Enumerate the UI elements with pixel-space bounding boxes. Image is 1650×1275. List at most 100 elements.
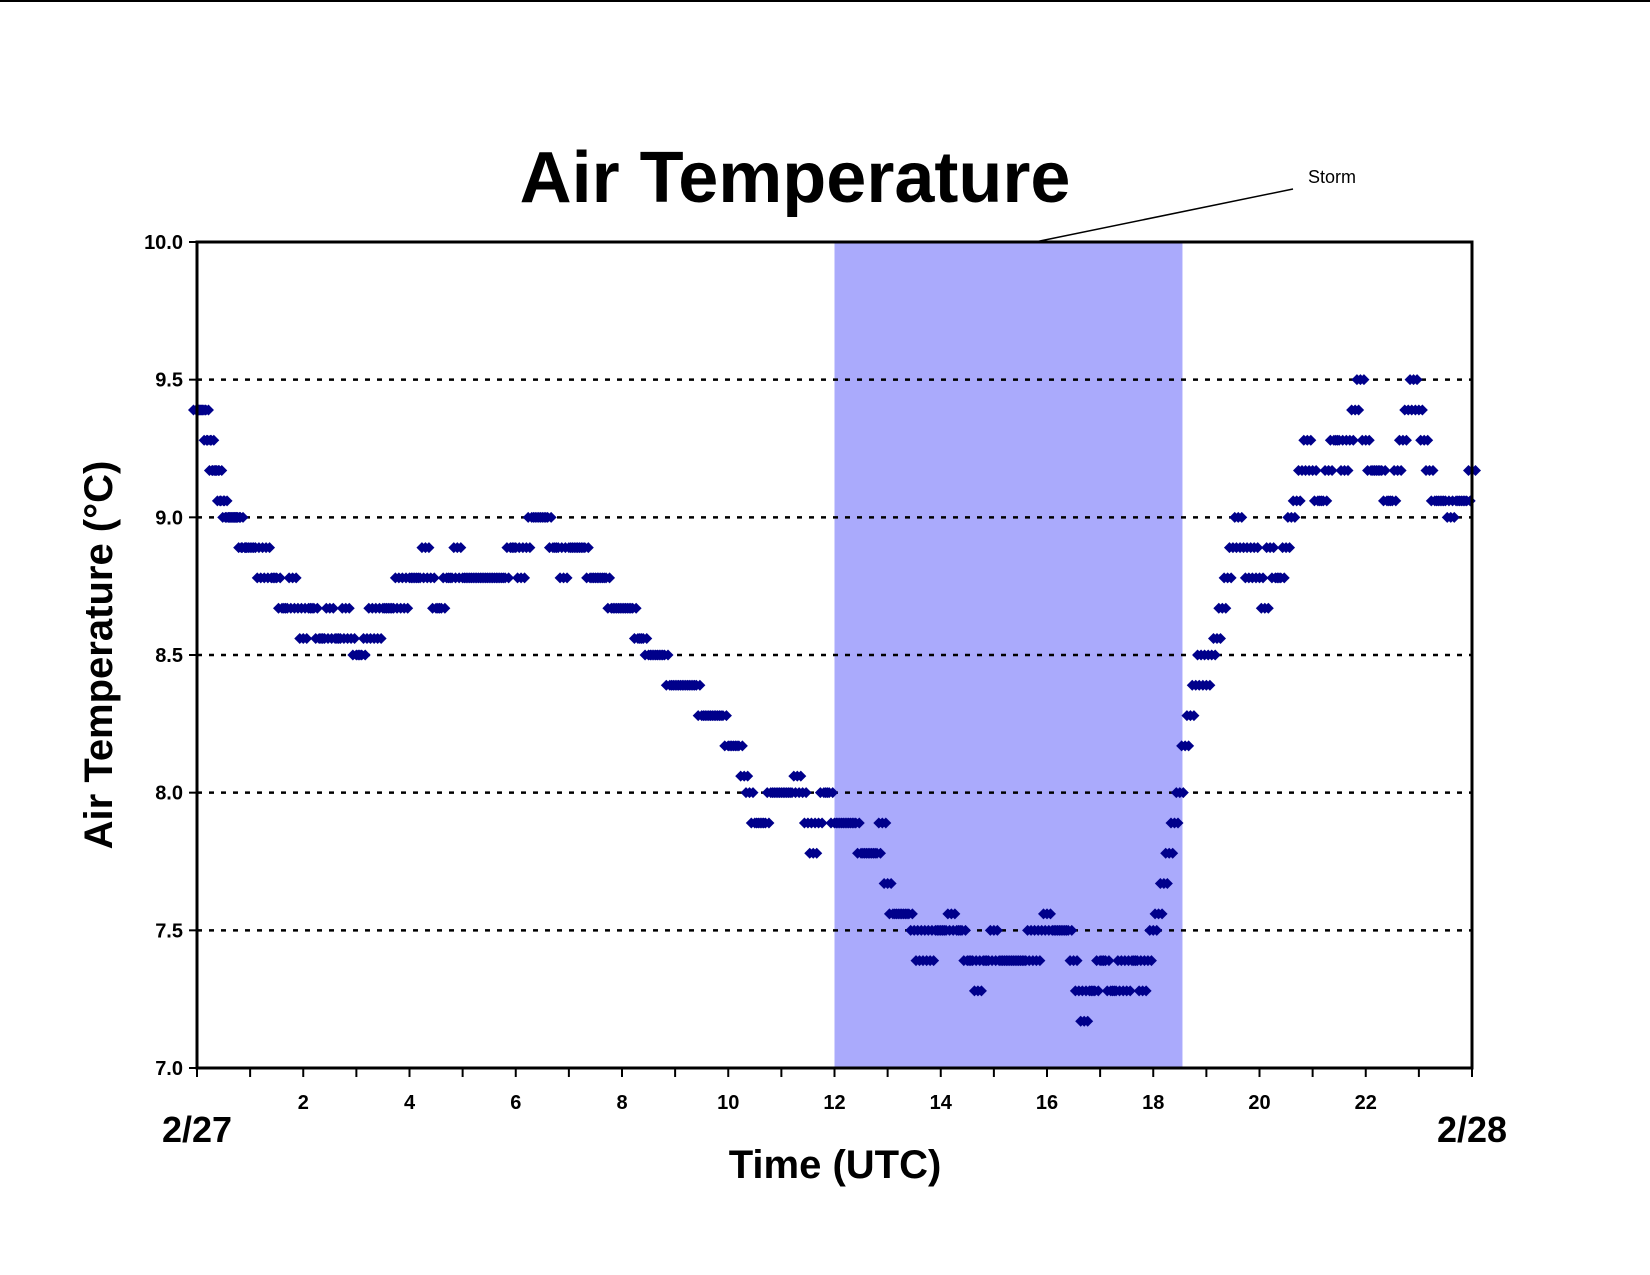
data-point [368,632,387,644]
data-point [968,985,987,997]
data-point [1420,465,1439,477]
data-point [1181,710,1200,722]
data-point [1064,955,1083,967]
x-tick-label: 20 [1248,1092,1270,1114]
data-point [209,465,228,477]
y-tick-label: 8.5 [155,645,183,667]
data-point [868,847,886,859]
data-point [1319,465,1338,477]
x-tick-label: 14 [930,1092,953,1114]
data-point [512,572,531,584]
data-point [1117,985,1136,997]
data-point [1271,572,1290,584]
data-point [352,649,371,661]
x-tick-label: 12 [823,1092,845,1114]
data-point [1346,404,1365,416]
data-point [320,602,339,614]
data-point [1213,602,1232,614]
data-point [421,572,440,584]
data-point [597,572,616,584]
y-tick-label: 7.0 [155,1058,183,1080]
data-point [634,632,653,644]
data-point [623,602,642,614]
storm-annotation-label: Storm [1308,167,1356,187]
data-point [1409,404,1428,416]
y-axis-title: Air Temperature (°C) [77,461,121,850]
data-point [538,511,557,523]
data-point [756,817,775,829]
x-tick-label: 2 [298,1092,309,1114]
x-tick-label: 16 [1036,1092,1058,1114]
data-point [257,542,276,554]
data-point [1372,465,1391,477]
start-date-label: 2/27 [162,1109,232,1150]
x-tick-label: 8 [616,1092,627,1114]
data-point [1335,465,1354,477]
data-point [1027,955,1046,967]
data-point [416,542,435,554]
data-point [1218,572,1237,584]
data-point [953,924,971,936]
data-point [1277,542,1296,554]
x-tick-label: 6 [510,1092,521,1114]
data-point [267,572,286,584]
y-tick-label: 9.0 [155,507,183,529]
data-point [1154,878,1173,890]
data-point [878,878,897,890]
data-point [655,649,674,661]
data-point [1208,632,1226,644]
data-points [188,374,1481,1027]
data-point [942,908,961,920]
data-point [1340,434,1359,446]
x-axis-title: Time (UTC) [729,1143,942,1187]
data-point [820,787,839,799]
x-tick-label: 22 [1355,1092,1377,1114]
data-point [1165,817,1184,829]
data-point [1356,434,1375,446]
top-border-line [0,0,1650,2]
data-point [1085,985,1104,997]
data-point [1383,495,1402,507]
data-point [1059,924,1078,936]
x-tick-label: 4 [404,1092,416,1114]
data-point [1133,985,1152,997]
data-point [1245,542,1264,554]
data-point [1229,511,1248,523]
data-point [1075,1015,1094,1027]
data-point [740,787,759,799]
data-point [729,740,748,752]
data-point [846,817,865,829]
data-point [517,542,536,554]
data-point [342,632,361,644]
data-point [1441,511,1460,523]
data-point [432,602,451,614]
data-point [1197,679,1216,691]
data-point [1112,955,1131,967]
data-point [921,955,940,967]
data-point [1415,434,1434,446]
data-point [1298,434,1317,446]
data-point [230,511,249,523]
data-point [1149,908,1168,920]
data-point [304,602,323,614]
data-point [195,404,214,416]
data-point [395,602,414,614]
end-date-label: 2/28 [1437,1109,1507,1150]
data-point [713,710,732,722]
data-point [1250,572,1269,584]
y-tick-label: 9.5 [155,370,183,392]
data-point [1314,495,1333,507]
data-point [1404,374,1423,386]
data-point [1261,542,1280,554]
data-point [1287,495,1306,507]
x-axis-ticks: 2 4 6 8 10 12 14 16 18 20 22 [196,1068,1473,1114]
storm-shaded-region [834,242,1183,1068]
data-point [873,817,892,829]
data-point [214,495,233,507]
data-point [1393,434,1412,446]
storm-annotation-leader [1034,188,1294,243]
data-point [1202,649,1221,661]
chart-title: Air Temperature [520,138,1071,218]
x-tick-label: 10 [717,1092,739,1114]
data-point [448,542,467,554]
